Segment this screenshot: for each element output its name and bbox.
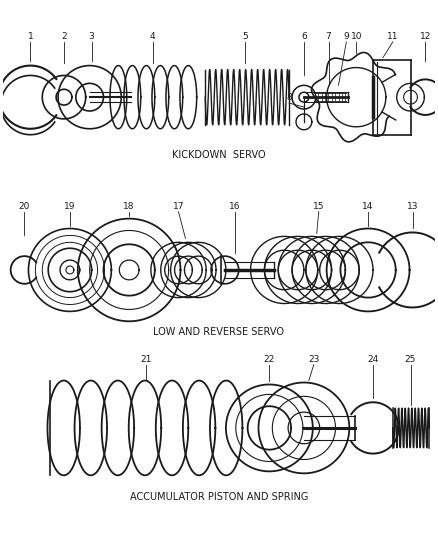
- Text: 25: 25: [405, 355, 416, 364]
- Text: 22: 22: [264, 355, 275, 364]
- Text: 17: 17: [173, 201, 184, 211]
- Text: KICKDOWN  SERVO: KICKDOWN SERVO: [172, 149, 266, 159]
- Text: ACCUMULATOR PISTON AND SPRING: ACCUMULATOR PISTON AND SPRING: [130, 492, 308, 502]
- Text: 20: 20: [19, 201, 30, 211]
- Text: 13: 13: [407, 201, 418, 211]
- Text: 2: 2: [61, 32, 67, 41]
- Text: 19: 19: [64, 201, 76, 211]
- Text: 4: 4: [150, 32, 155, 41]
- Text: 18: 18: [124, 201, 135, 211]
- Text: 14: 14: [362, 201, 374, 211]
- Text: 1: 1: [28, 32, 33, 41]
- Text: LOW AND REVERSE SERVO: LOW AND REVERSE SERVO: [153, 327, 285, 337]
- Text: 7: 7: [326, 32, 332, 41]
- Text: 16: 16: [229, 201, 240, 211]
- Text: 21: 21: [140, 355, 152, 364]
- Text: 5: 5: [242, 32, 247, 41]
- Text: 6: 6: [301, 32, 307, 41]
- Text: 11: 11: [387, 32, 399, 41]
- Text: 8: 8: [286, 93, 292, 102]
- Text: 24: 24: [367, 355, 378, 364]
- Text: 9: 9: [343, 32, 349, 41]
- Text: 15: 15: [313, 201, 325, 211]
- Text: 23: 23: [308, 355, 319, 364]
- Text: 10: 10: [350, 32, 362, 41]
- Text: 12: 12: [420, 32, 431, 41]
- Text: 3: 3: [89, 32, 95, 41]
